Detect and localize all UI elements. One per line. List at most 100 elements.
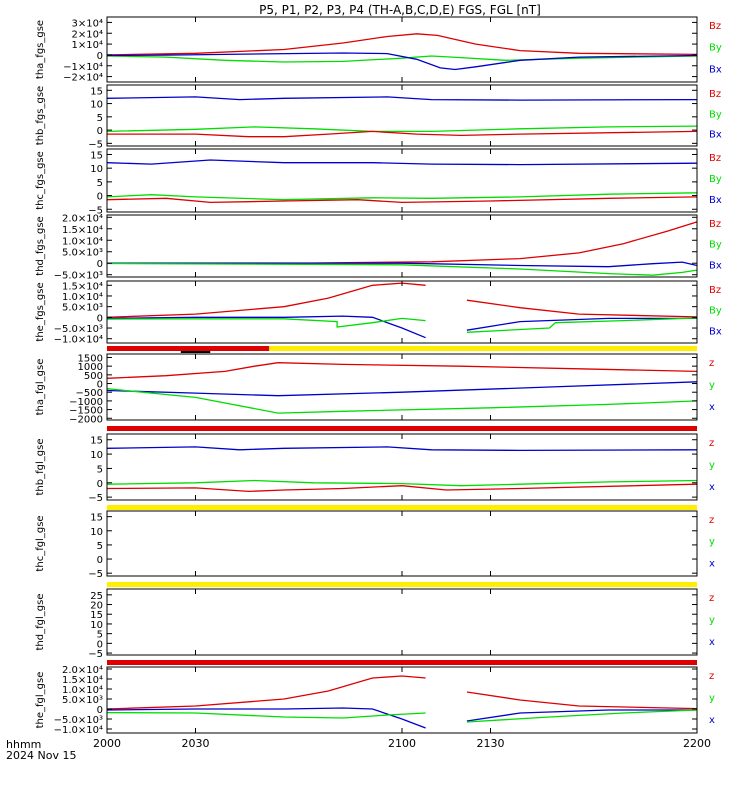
panel-frame: [106, 16, 698, 83]
series-line-y: [106, 709, 698, 723]
y-tick-label: 10: [90, 450, 103, 461]
y-tick-label: 0: [97, 51, 103, 62]
legend-entry-bz: Bz: [709, 21, 721, 32]
y-axis-label: tha_fgl_gse: [35, 359, 46, 416]
y-tick-label: 0: [97, 192, 103, 203]
y-tick-label: 15: [90, 150, 103, 161]
status-bar-red: [107, 426, 697, 431]
series-line-by: [106, 192, 698, 201]
legend-entry-z: z: [709, 438, 714, 449]
y-tick-label: 5: [97, 113, 103, 124]
y-tick-label: 10: [90, 620, 103, 631]
y-tick-label: −1.0×10⁴: [54, 725, 103, 736]
y-tick-label: 1.0×10⁴: [62, 292, 103, 303]
y-tick-label: 2.0×10⁴: [62, 213, 103, 224]
y-tick-label: 5.0×10³: [62, 695, 103, 706]
series-line-z: [106, 362, 698, 379]
y-tick-label: 0: [97, 313, 103, 324]
legend-entry-bz: Bz: [709, 285, 721, 296]
y-tick-label: 1.5×10⁴: [62, 675, 103, 686]
y-axis-label: thd_fgl_gse: [35, 594, 46, 651]
y-tick-label: 0: [97, 705, 103, 716]
y-tick-label: −5: [88, 493, 103, 504]
y-tick-label: 10: [90, 164, 103, 175]
y-tick-label: 5: [97, 464, 103, 475]
y-tick-label: −5: [88, 649, 103, 660]
legend-entry-z: z: [709, 593, 714, 604]
legend-entry-bx: Bx: [709, 326, 722, 337]
y-tick-label: 5: [97, 630, 103, 641]
y-tick-label: 0: [97, 639, 103, 650]
legend-entry-bx: Bx: [709, 130, 722, 141]
footer-date: 2024 Nov 15: [6, 749, 76, 762]
legend-entry-by: By: [709, 109, 722, 120]
y-tick-label: 10: [90, 100, 103, 111]
y-tick-label: 2×10⁴: [72, 29, 103, 40]
y-tick-label: 1.5×10⁴: [62, 281, 103, 292]
series-line-bz: [106, 33, 698, 56]
x-tick-label: 2000: [93, 737, 121, 750]
y-tick-label: 0: [97, 126, 103, 137]
series-line-bz: [106, 196, 698, 204]
y-tick-label: 500: [84, 371, 103, 382]
series-line-x: [106, 707, 697, 729]
y-tick-label: 15: [90, 513, 103, 524]
series-line-bx: [106, 159, 698, 166]
legend-entry-bz: Bz: [709, 89, 721, 100]
legend-entry-x: x: [709, 482, 715, 493]
y-tick-label: −5: [88, 569, 103, 580]
legend-entry-y: y: [709, 615, 715, 626]
y-tick-label: 1.5×10⁴: [62, 225, 103, 236]
status-bar-yellow: [107, 505, 697, 510]
legend-entry-by: By: [709, 306, 722, 317]
y-tick-label: 0: [97, 259, 103, 270]
panel-9: 2.0×10⁴1.5×10⁴1.0×10⁴5.0×10³0−5.0×10³−1.…: [35, 665, 715, 736]
y-axis-label: the_fgs_gse: [35, 282, 46, 341]
y-tick-label: 1.0×10⁴: [62, 236, 103, 247]
y-tick-label: 25: [90, 591, 103, 602]
y-tick-label: 2.0×10⁴: [62, 665, 103, 676]
y-tick-label: 5: [97, 178, 103, 189]
panel-frame: [106, 666, 698, 734]
y-tick-label: 1500: [78, 353, 103, 364]
legend-entry-z: z: [709, 515, 714, 526]
y-tick-label: 0: [97, 555, 103, 566]
series-line-y: [106, 479, 698, 487]
series-line-bx: [106, 315, 697, 339]
figure-title: P5, P1, P2, P3, P4 (TH-A,B,C,D,E) FGS, F…: [259, 3, 541, 17]
legend-entry-y: y: [709, 380, 715, 391]
y-axis-label: the_fgl_gse: [35, 672, 46, 729]
y-tick-label: −1×10⁴: [63, 62, 103, 73]
y-tick-label: 1.0×10⁴: [62, 685, 103, 696]
y-tick-label: 0: [97, 380, 103, 391]
y-tick-label: 5.0×10³: [62, 248, 103, 259]
y-axis-label: thc_fgl_gse: [35, 515, 46, 571]
legend-entry-z: z: [709, 671, 714, 682]
y-tick-label: −1500: [69, 406, 103, 417]
legend-entry-y: y: [709, 537, 715, 548]
panel-frame: [106, 588, 698, 656]
y-tick-label: −1000: [69, 397, 103, 408]
y-tick-label: −5.0×10³: [54, 715, 103, 726]
panel-frame: [106, 84, 698, 147]
y-tick-label: −1.0×10⁴: [54, 335, 103, 346]
series-line-z: [106, 483, 698, 493]
y-tick-label: 10: [90, 527, 103, 538]
series-line-bx: [106, 96, 698, 101]
x-tick-label: 2030: [182, 737, 210, 750]
series-line-by: [106, 125, 698, 133]
y-axis-label: thd_fgs_gse: [35, 216, 46, 275]
x-tick-label: 2130: [477, 737, 505, 750]
status-bar-yellow: [269, 346, 697, 351]
y-axis-label: thb_fgs_gse: [35, 86, 46, 145]
x-tick-label: 2100: [388, 737, 416, 750]
y-tick-label: 3×10⁴: [72, 18, 103, 29]
y-tick-label: −500: [76, 388, 103, 399]
panel-frame: [106, 214, 698, 278]
